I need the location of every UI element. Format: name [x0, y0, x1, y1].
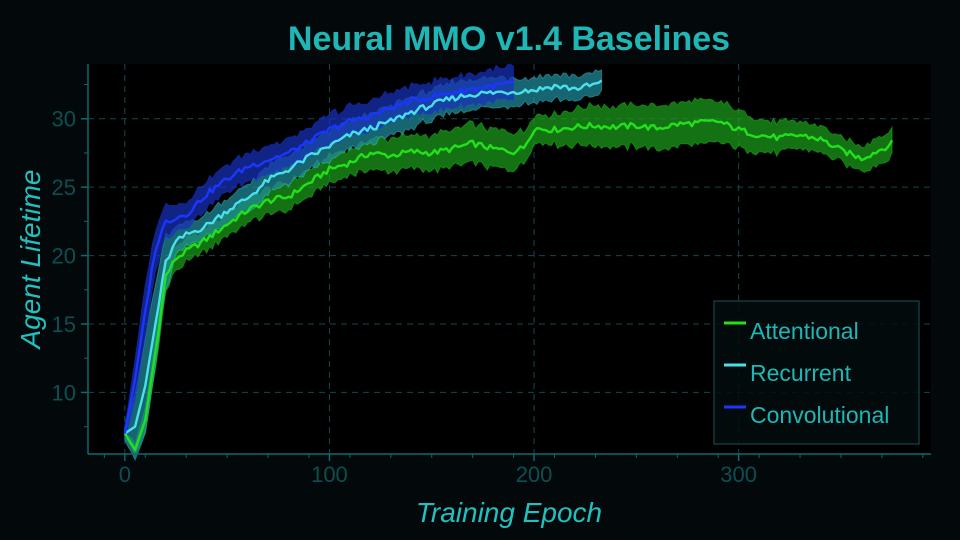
y-axis: 10 15 20 25 30: [52, 107, 88, 405]
series-line-convolutional: [123, 80, 514, 434]
legend-box: [713, 300, 920, 445]
series-line-recurrent: [124, 79, 603, 435]
x-axis-label: Training Epoch: [416, 497, 602, 528]
x-tick-label: 100: [311, 462, 348, 487]
axes: 0 100 200 300 10 15 20 25 30: [52, 64, 931, 487]
legend-label-recurrent: Recurrent: [750, 360, 852, 386]
confidence-bands: [124, 63, 893, 462]
y-tick-label: 25: [52, 175, 76, 200]
y-tick-label: 30: [52, 107, 76, 132]
series-lines: [123, 79, 894, 452]
band-attentional: [124, 97, 893, 457]
legend-label-attentional: Attentional: [750, 318, 859, 344]
y-axis-label: Agent Lifetime: [15, 170, 46, 351]
x-tick-label: 200: [516, 462, 553, 487]
legend-label-convolutional: Convolutional: [750, 402, 889, 428]
chart-title: Neural MMO v1.4 Baselines: [288, 20, 730, 58]
series-line-attentional: [123, 118, 894, 452]
y-tick-label: 20: [52, 244, 76, 269]
x-axis: 0 100 200 300: [119, 454, 757, 487]
y-tick-label: 10: [52, 380, 76, 405]
x-tick-label: 300: [720, 462, 757, 487]
y-tick-label: 15: [52, 312, 76, 337]
legend: Attentional Recurrent Convolutional: [713, 300, 920, 445]
band-convolutional: [124, 63, 515, 441]
x-tick-label: 0: [119, 462, 131, 487]
